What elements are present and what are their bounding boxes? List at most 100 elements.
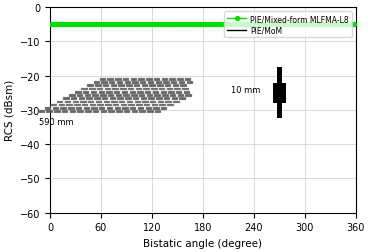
Polygon shape <box>125 98 131 101</box>
PIE/Mixed-form MLFMA-L8 <box>48 24 52 27</box>
PIE/Mixed-form MLFMA-L8 <box>238 24 242 27</box>
PIE/Mixed-form MLFMA-L8 <box>133 24 138 27</box>
Polygon shape <box>82 104 88 107</box>
Polygon shape <box>101 111 107 113</box>
Polygon shape <box>91 91 97 94</box>
Polygon shape <box>153 108 160 110</box>
Polygon shape <box>173 85 179 88</box>
Polygon shape <box>90 104 96 107</box>
Polygon shape <box>156 82 162 85</box>
Polygon shape <box>52 108 59 110</box>
Polygon shape <box>112 88 119 91</box>
Polygon shape <box>145 108 152 110</box>
Polygon shape <box>173 101 180 104</box>
Polygon shape <box>94 98 100 101</box>
Polygon shape <box>162 95 169 97</box>
PIE/MoM <box>232 24 237 27</box>
Polygon shape <box>69 95 76 97</box>
Polygon shape <box>170 95 176 97</box>
X-axis label: Bistatic angle (degree): Bistatic angle (degree) <box>143 238 262 248</box>
Polygon shape <box>126 85 132 88</box>
Polygon shape <box>145 91 151 94</box>
Polygon shape <box>139 95 145 97</box>
Polygon shape <box>101 82 108 85</box>
Polygon shape <box>133 98 139 101</box>
Polygon shape <box>152 104 158 107</box>
Polygon shape <box>60 108 67 110</box>
Polygon shape <box>138 79 145 81</box>
Polygon shape <box>121 104 127 107</box>
Polygon shape <box>134 85 140 88</box>
Polygon shape <box>96 101 102 104</box>
Polygon shape <box>117 98 124 101</box>
Polygon shape <box>153 91 159 94</box>
Polygon shape <box>93 82 100 85</box>
Polygon shape <box>99 108 106 110</box>
Polygon shape <box>70 111 76 113</box>
Polygon shape <box>171 82 177 85</box>
Polygon shape <box>46 111 53 113</box>
Polygon shape <box>99 91 105 94</box>
Polygon shape <box>144 104 150 107</box>
Polygon shape <box>167 104 173 107</box>
Y-axis label: RCS (dBsm): RCS (dBsm) <box>4 80 14 141</box>
Polygon shape <box>111 101 118 104</box>
PIE/MoM <box>353 24 358 27</box>
Polygon shape <box>148 98 155 101</box>
Polygon shape <box>172 98 178 101</box>
Line: PIE/Mixed-form MLFMA-L8: PIE/Mixed-form MLFMA-L8 <box>48 23 358 27</box>
Polygon shape <box>124 82 131 85</box>
Polygon shape <box>168 91 175 94</box>
Polygon shape <box>131 79 137 81</box>
Polygon shape <box>151 88 158 91</box>
Polygon shape <box>95 85 101 88</box>
Polygon shape <box>141 98 147 101</box>
Polygon shape <box>158 101 164 104</box>
PIE/MoM <box>354 24 358 27</box>
Polygon shape <box>106 91 113 94</box>
PIE/MoM <box>48 24 52 27</box>
Polygon shape <box>177 79 183 81</box>
Polygon shape <box>102 98 108 101</box>
Polygon shape <box>122 91 128 94</box>
Polygon shape <box>81 88 88 91</box>
Legend: PIE/Mixed-form MLFMA-L8, PIE/MoM: PIE/Mixed-form MLFMA-L8, PIE/MoM <box>224 12 352 38</box>
Polygon shape <box>123 79 129 81</box>
Polygon shape <box>123 95 130 97</box>
PIE/Mixed-form MLFMA-L8 <box>353 24 358 27</box>
Polygon shape <box>57 101 63 104</box>
Polygon shape <box>127 101 133 104</box>
Polygon shape <box>165 101 172 104</box>
Polygon shape <box>72 101 79 104</box>
Polygon shape <box>117 82 123 85</box>
Polygon shape <box>184 91 190 94</box>
PIE/Mixed-form MLFMA-L8 <box>324 24 329 27</box>
Polygon shape <box>132 82 139 85</box>
Polygon shape <box>109 82 115 85</box>
Polygon shape <box>66 104 73 107</box>
Polygon shape <box>142 101 149 104</box>
Polygon shape <box>45 108 51 110</box>
Polygon shape <box>143 88 150 91</box>
Polygon shape <box>85 95 91 97</box>
Polygon shape <box>128 88 134 91</box>
Polygon shape <box>83 108 90 110</box>
Polygon shape <box>179 82 185 85</box>
Polygon shape <box>149 85 156 88</box>
Polygon shape <box>87 85 94 88</box>
Polygon shape <box>131 95 138 97</box>
Polygon shape <box>146 95 153 97</box>
Polygon shape <box>177 95 184 97</box>
Polygon shape <box>111 85 117 88</box>
Text: 590 mm: 590 mm <box>39 117 73 127</box>
Polygon shape <box>59 104 65 107</box>
Polygon shape <box>155 111 161 113</box>
Polygon shape <box>100 95 107 97</box>
Polygon shape <box>176 91 182 94</box>
Polygon shape <box>154 95 161 97</box>
Polygon shape <box>167 88 173 91</box>
Polygon shape <box>93 111 99 113</box>
Polygon shape <box>157 85 163 88</box>
Polygon shape <box>120 88 127 91</box>
Polygon shape <box>164 98 170 101</box>
